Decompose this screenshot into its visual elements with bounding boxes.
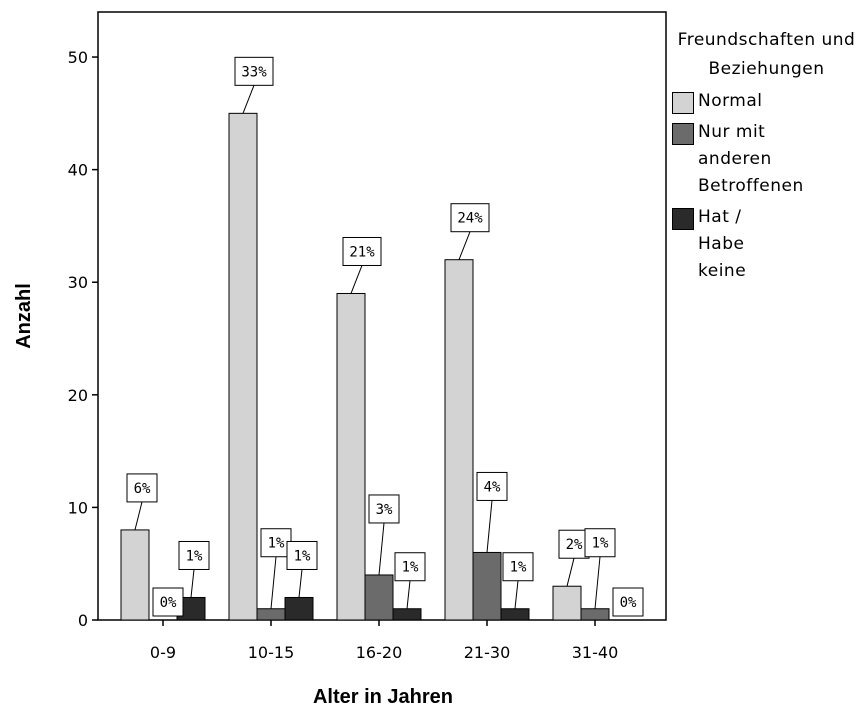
y-tick-label: 10 [68,498,88,517]
data-label: 1% [592,536,609,552]
bar [444,259,474,621]
legend-title: Freundschaften und Beziehungen [677,30,856,79]
x-tick-label: 21-30 [464,643,511,662]
data-label-leader [270,556,277,609]
bar [256,608,286,621]
data-label: 0% [620,595,637,611]
y-tick-label: 40 [68,161,88,180]
bar [392,608,422,621]
data-label: 24% [457,211,483,227]
data-label-box [126,473,158,503]
data-label-box [342,236,382,266]
x-axis-title: Alter in Jahren [313,686,453,708]
data-label-box [558,529,590,559]
data-label-leader [486,500,493,553]
legend-item: Hat / Habe keine [672,204,861,285]
data-label: 2% [566,537,583,553]
data-label-leader [594,556,601,609]
data-label-leader [242,85,255,114]
data-label: 1% [402,560,419,576]
data-label-box [178,540,210,570]
data-label: 1% [294,548,311,564]
y-axis-title: Anzahl [13,283,35,349]
data-label-leader [134,501,143,531]
bar [284,596,314,621]
bar [336,292,366,621]
data-label: 0% [160,595,177,611]
data-label: 33% [241,64,267,80]
bar [472,551,502,621]
x-tick-label: 31-40 [572,643,619,662]
x-tick-label: 0-9 [150,643,176,662]
x-tick-label: 16-20 [356,643,403,662]
legend-swatch [672,123,694,145]
data-label-leader [406,580,411,609]
bar [120,529,150,621]
data-label-leader [190,569,195,598]
bar [364,574,394,621]
data-label-box [368,494,400,524]
y-tick-label: 20 [68,386,88,405]
legend-item: Nur mit anderen Betroffenen [672,119,861,200]
data-label-leader [458,231,471,260]
legend: Freundschaften und Beziehungen Normal Nur… [672,26,861,289]
data-label: 1% [268,536,285,552]
bar [228,112,258,621]
legend-swatch [672,208,694,230]
data-label-box [612,587,644,617]
data-label-box [450,203,490,233]
data-label: 3% [376,502,393,518]
data-label: 4% [484,479,501,495]
data-label-box [286,540,318,570]
x-tick-label: 10-15 [248,643,295,662]
legend-swatch [672,92,694,114]
data-label: 1% [510,560,527,576]
data-label-box [584,528,616,558]
data-label-leader [514,580,519,609]
data-label-box [394,552,426,582]
y-tick-label: 30 [68,273,88,292]
data-label: 1% [186,548,203,564]
data-label-leader [378,522,385,576]
data-label-box [502,552,534,582]
legend-item: Normal [672,88,861,115]
legend-label: Normal [698,91,763,111]
data-label-leader [350,265,363,294]
data-label: 21% [349,244,375,260]
legend-label: Nur mit anderen Betroffenen [698,122,804,196]
data-label: 6% [134,481,151,497]
data-label-box [476,471,508,501]
plot-area [97,11,667,621]
y-tick-label: 0 [78,611,88,630]
legend-label: Hat / Habe keine [698,207,747,281]
y-tick-label: 50 [68,48,88,67]
data-label-box [260,528,292,558]
bar [552,585,582,621]
bar [580,608,610,621]
data-label-leader [566,558,575,587]
bar [500,608,530,621]
data-label-leader [298,569,303,598]
data-label-box [234,56,274,86]
data-label-box [152,587,184,617]
